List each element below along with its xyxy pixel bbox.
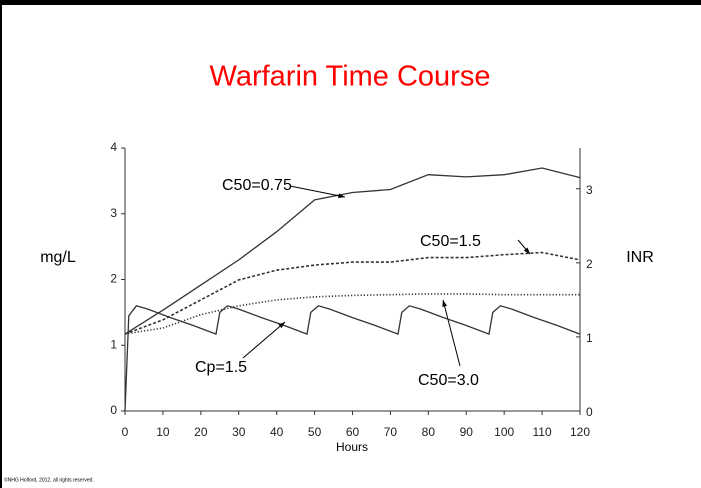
arrow-head xyxy=(442,300,447,307)
x-tick-label: 30 xyxy=(232,425,246,439)
x-tick-label: 60 xyxy=(346,425,360,439)
x-tick-label: 10 xyxy=(156,425,170,439)
annotation-arrow xyxy=(442,299,461,367)
y2-tick-label: 2 xyxy=(586,257,593,271)
arrow-head xyxy=(523,247,530,254)
x-tick-label: 80 xyxy=(422,425,436,439)
y-tick-label: 4 xyxy=(110,140,117,154)
y-tick-label: 2 xyxy=(110,272,117,286)
x-tick-label: 20 xyxy=(194,425,208,439)
y-tick-label: 0 xyxy=(110,403,117,417)
y-tick-label: 3 xyxy=(110,206,117,220)
x-axis-label: Hours xyxy=(336,440,368,454)
series-line xyxy=(124,167,581,335)
x-tick-label: 100 xyxy=(494,425,514,439)
left-border xyxy=(0,0,2,488)
x-tick-label: 0 xyxy=(122,425,129,439)
x-tick-label: 90 xyxy=(460,425,474,439)
x-tick-label: 70 xyxy=(384,425,398,439)
y2-tick-label: 1 xyxy=(586,331,593,345)
series-label: C50=3.0 xyxy=(418,372,479,389)
y2-tick-label: 3 xyxy=(586,183,593,197)
series-label: Cp=1.5 xyxy=(195,359,247,376)
x-tick-label: 50 xyxy=(308,425,322,439)
x-tick-label: 110 xyxy=(533,425,552,439)
series-label: C50=1.5 xyxy=(420,233,481,250)
x-tick-label: 120 xyxy=(570,425,590,439)
annotation-arrow xyxy=(242,321,286,359)
x-tick-label: 40 xyxy=(270,425,284,439)
series-line xyxy=(124,305,581,412)
footer: ©NHG Holford, 2012, all rights reserved. xyxy=(4,476,94,483)
annotation-arrow xyxy=(289,185,346,198)
series-label: C50=0.75 xyxy=(222,177,292,194)
series-line xyxy=(124,251,581,335)
arrow-head xyxy=(278,322,285,329)
top-border xyxy=(0,0,701,5)
y-axis-label: mg/L xyxy=(40,249,76,266)
y-tick-label: 1 xyxy=(110,337,117,351)
y2-tick-label: 0 xyxy=(586,405,593,419)
chart-title: Warfarin Time Course xyxy=(210,61,491,93)
series-line xyxy=(124,293,580,335)
y2-axis-label: INR xyxy=(626,249,654,266)
arrow-head xyxy=(338,193,345,199)
